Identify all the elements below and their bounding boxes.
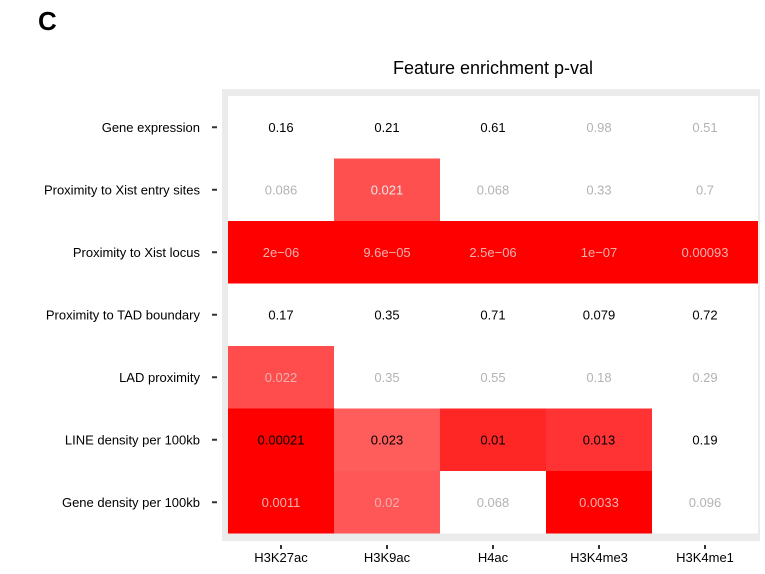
- heatmap-cell: [546, 158, 652, 221]
- heatmap-cell: [546, 221, 652, 284]
- cell-label: 0.096: [689, 495, 722, 510]
- cell-label: 0.19: [692, 432, 717, 447]
- x-tick-label: H4ac: [478, 550, 509, 565]
- heatmap-cell: [228, 283, 334, 346]
- cell-label: 9.6e−05: [363, 245, 410, 260]
- heatmap-cell: [228, 96, 334, 159]
- heatmap-cell: [652, 96, 758, 159]
- cell-label: 1e−07: [581, 245, 618, 260]
- cell-label: 0.35: [374, 370, 399, 385]
- heatmap-cell: [334, 408, 440, 471]
- heatmap-cell: [440, 283, 546, 346]
- cell-label: 0.16: [268, 120, 293, 135]
- heatmap-cell: [334, 96, 440, 159]
- heatmap-cell: [546, 408, 652, 471]
- heatmap-cell: [652, 158, 758, 221]
- heatmap-cell: [652, 221, 758, 284]
- cell-label: 0.21: [374, 120, 399, 135]
- heatmap-cell: [228, 471, 334, 534]
- heatmap-cell: [334, 346, 440, 409]
- y-tick-label: LAD proximity: [119, 370, 200, 385]
- heatmap-cell: [440, 471, 546, 534]
- heatmap-cell: [440, 221, 546, 284]
- heatmap-cell: [546, 471, 652, 534]
- cell-label: 0.0011: [262, 495, 301, 510]
- y-tick-label: Proximity to Xist entry sites: [44, 182, 201, 197]
- heatmap-cell: [546, 346, 652, 409]
- cell-label: 0.013: [583, 432, 616, 447]
- y-tick-label: Gene density per 100kb: [62, 495, 200, 510]
- heatmap-cell: [228, 221, 334, 284]
- cell-label: 0.55: [480, 370, 505, 385]
- cell-label: 0.022: [265, 370, 298, 385]
- heatmap-cell: [228, 346, 334, 409]
- panel-letter: C: [38, 6, 57, 36]
- heatmap-cell: [228, 158, 334, 221]
- cell-label: 0.18: [586, 370, 611, 385]
- heatmap-cell: [440, 96, 546, 159]
- cell-label: 0.29: [692, 370, 717, 385]
- cell-label: 0.17: [268, 307, 293, 322]
- y-tick-label: Proximity to Xist locus: [73, 245, 201, 260]
- heatmap-cell: [228, 408, 334, 471]
- y-tick-label: Proximity to TAD boundary: [46, 307, 201, 322]
- cell-label: 0.021: [371, 182, 404, 197]
- heatmap-cell: [546, 96, 652, 159]
- cell-label: 0.72: [692, 307, 717, 322]
- heatmap-cell: [652, 283, 758, 346]
- heatmap-cell: [334, 283, 440, 346]
- cell-label: 0.068: [477, 495, 510, 510]
- heatmap-cell: [440, 408, 546, 471]
- heatmap-cell: [334, 471, 440, 534]
- y-tick-label: LINE density per 100kb: [65, 432, 200, 447]
- heatmap-cell: [440, 346, 546, 409]
- cell-label: 0.00021: [258, 432, 305, 447]
- heatmap-cell: [546, 283, 652, 346]
- cell-label: 0.98: [586, 120, 611, 135]
- x-tick-label: H3K4me3: [570, 550, 628, 565]
- heatmap-cell: [334, 221, 440, 284]
- cell-label: 0.01: [480, 432, 505, 447]
- cell-label: 2.5e−06: [469, 245, 516, 260]
- heatmap-cell: [652, 346, 758, 409]
- cell-label: 0.61: [480, 120, 505, 135]
- cell-label: 0.33: [586, 182, 611, 197]
- chart-title: Feature enrichment p-val: [392, 58, 594, 78]
- heatmap-cell: [440, 158, 546, 221]
- cell-label: 0.068: [477, 182, 510, 197]
- cell-label: 0.02: [374, 495, 399, 510]
- cell-label: 0.7: [696, 182, 714, 197]
- x-tick-label: H3K9ac: [364, 550, 411, 565]
- cell-label: 0.0033: [579, 495, 619, 510]
- heatmap-cell: [652, 408, 758, 471]
- x-tick-label: H3K27ac: [254, 550, 308, 565]
- cell-label: 0.71: [480, 307, 505, 322]
- heatmap-cell: [334, 158, 440, 221]
- x-tick-label: H3K4me1: [676, 550, 734, 565]
- y-tick-label: Gene expression: [102, 120, 200, 135]
- cell-label: 0.00093: [682, 245, 729, 260]
- cell-label: 2e−06: [263, 245, 300, 260]
- cell-label: 0.086: [265, 182, 298, 197]
- cell-label: 0.079: [583, 307, 616, 322]
- cell-label: 0.51: [692, 120, 717, 135]
- heatmap-cell: [652, 471, 758, 534]
- cell-label: 0.023: [371, 432, 404, 447]
- cell-label: 0.35: [374, 307, 399, 322]
